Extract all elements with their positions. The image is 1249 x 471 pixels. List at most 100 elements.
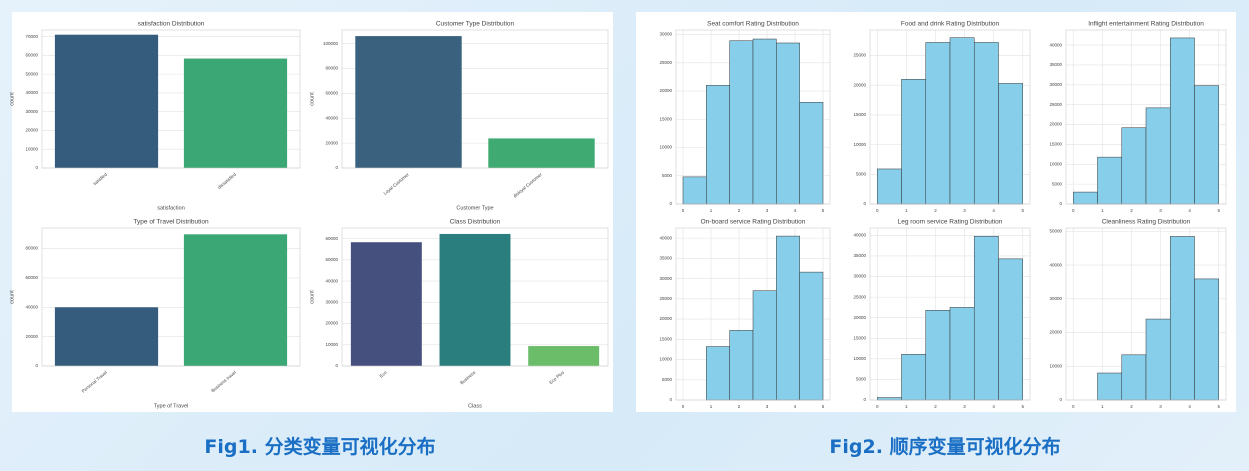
x-tick-label: 2 [934,208,937,213]
plot-frame [1065,29,1227,205]
y-tick-label: 5000 [662,173,673,178]
y-tick-label: 50000 [1049,229,1062,234]
x-tick-label: 4 [1188,404,1191,409]
histogram-bar [1097,156,1123,205]
x-tick-label: 0 [1072,208,1075,213]
histogram-bar [973,42,999,205]
x-tick-label: 2 [1130,404,1133,409]
x-tick-label: 0 [682,208,685,213]
x-tick-label: 4 [992,208,995,213]
bar [183,234,288,366]
y-tick-label: 25000 [1049,102,1062,107]
x-tick-label: 5 [822,208,825,213]
y-tick-label: 30000 [25,109,38,114]
caption: Fig2. 顺序变量可视化分布 [829,436,1061,458]
y-tick-label: 10000 [1049,363,1062,368]
histogram-bar [706,346,730,401]
bar [528,346,600,366]
y-tick-label: 10000 [659,357,672,362]
plot-frame [869,227,1031,401]
histogram-bar [1145,107,1171,205]
y-tick-label: 30000 [1049,82,1062,87]
y-tick-label: 5000 [1052,181,1063,186]
y-tick-label: 0 [863,397,866,402]
x-tick-label: 3 [963,404,966,409]
y-tick-label: 40000 [1049,42,1062,47]
y-tick-label: 40000 [25,90,38,95]
y-tick-label: 0 [335,363,338,368]
x-tick-label: 1 [905,404,908,409]
x-tick-label: 2 [934,404,937,409]
plot-frame [675,29,831,205]
y-tick-label: 30000 [853,274,866,279]
x-tick-label: 5 [1021,208,1024,213]
y-tick-label: 50000 [325,257,338,262]
x-tick-label: 3 [1159,404,1162,409]
y-tick-label: 80000 [325,66,338,71]
x-tick-label: 2 [738,404,741,409]
y-tick-label: 35000 [853,253,866,258]
y-tick-label: 15000 [659,116,672,121]
y-tick-label: 20000 [853,315,866,320]
histogram-bar [925,310,951,401]
bar [54,307,159,366]
y-tick-label: 5000 [662,377,673,382]
figures: satisfaction Distribution010000200003000… [9,20,1227,410]
y-tick-label: 60000 [325,236,338,241]
y-axis-label: count [309,92,315,106]
y-tick-label: 35000 [1049,62,1062,67]
histogram-bar [877,397,902,401]
caption: Fig1. 分类变量可视化分布 [204,436,436,458]
plot-frame [341,29,609,169]
y-tick-label: 0 [669,201,672,206]
x-tick-label: 3 [1159,208,1162,213]
x-tick-label: 0 [1072,404,1075,409]
y-tick-label: 70000 [25,34,38,39]
chart-title: Customer Type Distribution [436,21,515,28]
y-tick-label: 35000 [659,256,672,261]
histogram-bar [1097,372,1123,401]
y-tick-label: 10000 [659,145,672,150]
y-tick-label: 0 [1059,397,1062,402]
y-tick-label: 10000 [853,142,866,147]
histogram-bar [973,235,999,401]
histogram-bar [998,258,1023,401]
x-tick-label: 3 [963,208,966,213]
x-tick-label: 5 [822,404,825,409]
histogram-bar [901,354,927,401]
y-tick-label: 30000 [325,299,338,304]
y-tick-label: 15000 [659,336,672,341]
histogram-bar [682,176,707,205]
y-tick-label: 25000 [853,53,866,58]
y-tick-label: 5000 [856,377,867,382]
chart-title: Seat comfort Rating Distribution [707,21,799,28]
y-tick-label: 0 [1059,201,1062,206]
y-tick-label: 50000 [25,71,38,76]
plot-frame [41,29,301,169]
histogram-bar [1121,354,1147,401]
y-tick-label: 0 [335,165,338,170]
y-tick-label: 40000 [325,278,338,283]
y-tick-label: 20000 [853,82,866,87]
y-tick-label: 40000 [325,115,338,120]
bar [355,36,462,169]
histogram-bar [1194,278,1219,401]
y-tick-label: 15000 [1049,142,1062,147]
y-tick-label: 10000 [325,342,338,347]
histogram-bar [706,85,730,205]
y-tick-label: 20000 [325,321,338,326]
x-tick-label: 1 [905,208,908,213]
histogram-bar [901,79,927,205]
y-axis-label: count [9,92,15,106]
y-tick-label: 0 [669,397,672,402]
y-tick-label: 25000 [659,296,672,301]
chart-title: Inflight entertainment Rating Distributi… [1088,21,1204,28]
x-tick-label: 4 [794,404,797,409]
chart-title: On-board service Rating Distribution [701,219,806,226]
y-tick-label: 80000 [25,246,38,251]
x-tick-label: Eco [379,370,389,379]
y-tick-label: 10000 [853,356,866,361]
x-tick-label: 1 [710,404,713,409]
chart-title: Food and drink Rating Distribution [901,21,1000,28]
histogram-bar [1194,85,1219,205]
